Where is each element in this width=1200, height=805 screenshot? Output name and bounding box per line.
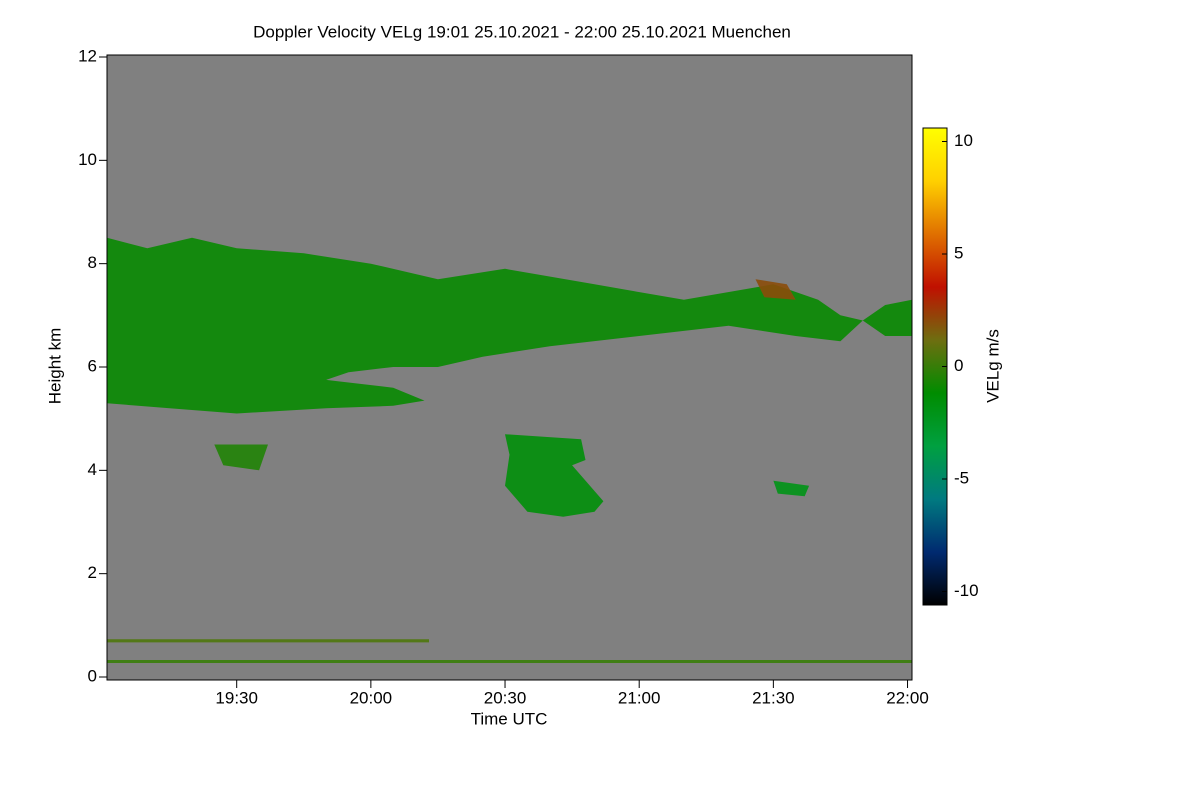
x-tick-label: 21:30 <box>752 688 795 707</box>
colorbar-tick-label: 10 <box>954 131 973 150</box>
y-axis-label: Height km <box>45 328 64 405</box>
velocity-region <box>214 444 268 471</box>
colorbar-tick-label: -10 <box>954 581 979 600</box>
velocity-region <box>505 434 604 517</box>
velocity-region <box>755 279 796 300</box>
colorbar-tick-label: 0 <box>954 356 963 375</box>
y-tick-label: 0 <box>88 666 97 685</box>
x-axis-label: Time UTC <box>471 709 548 728</box>
y-tick-label: 6 <box>88 356 97 375</box>
y-tick-label: 10 <box>78 150 97 169</box>
x-tick-label: 21:00 <box>618 688 661 707</box>
colorbar-tick-label: 5 <box>954 243 963 262</box>
colorbar-label: VELg m/s <box>983 329 1002 403</box>
y-tick-label: 8 <box>88 253 97 272</box>
x-tick-label: 22:00 <box>886 688 929 707</box>
y-tick-label: 12 <box>78 46 97 65</box>
y-tick-label: 2 <box>88 563 97 582</box>
x-tick-label: 19:30 <box>215 688 258 707</box>
velocity-region <box>107 639 429 643</box>
velocity-region <box>107 660 912 663</box>
velocity-region <box>107 237 912 414</box>
colorbar-tick-label: -5 <box>954 468 969 487</box>
x-tick-label: 20:30 <box>484 688 527 707</box>
velocity-region <box>773 480 810 497</box>
y-tick-label: 4 <box>88 460 97 479</box>
chart-title: Doppler Velocity VELg 19:01 25.10.2021 -… <box>253 22 791 41</box>
x-tick-label: 20:00 <box>350 688 393 707</box>
